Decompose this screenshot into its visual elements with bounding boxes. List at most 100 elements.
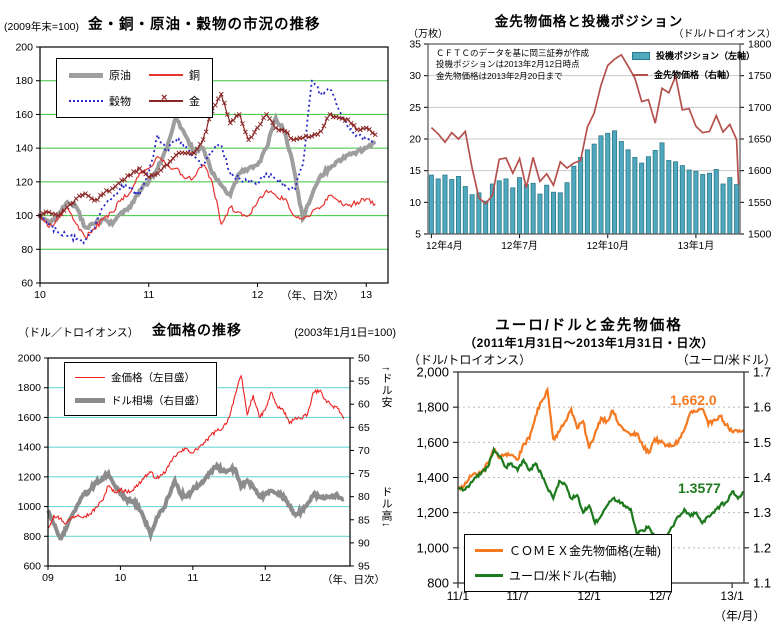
position-bar bbox=[584, 149, 590, 235]
eurogold-legend: ＣＯＭＥＸ金先物価格(左軸) ユーロ/米ドル(右軸) bbox=[464, 534, 672, 592]
right-axis-unit: （ユーロ/米ドル） bbox=[676, 353, 776, 367]
eurogold-plot-svg: 2,000 1,800 1,600 1,400 1,200 1,000 800 1.7 1.6 1… bbox=[416, 365, 771, 604]
y-axis-tick-label: 15 bbox=[409, 165, 421, 177]
plot-border bbox=[39, 46, 389, 284]
commodities-chart-panel: (2009年末=100) 金・銅・原油・穀物の市況の推移 原油 銅 穀物 金 （… bbox=[0, 0, 400, 310]
left-axis-unit: （ドル/トロイオンス） bbox=[408, 353, 532, 367]
position-bar bbox=[645, 156, 651, 235]
y-axis-tick-label: 1,000 bbox=[416, 540, 449, 555]
y-axis-tick-label: 1.7 bbox=[753, 365, 771, 380]
y-axis-tick-label: 60 bbox=[21, 278, 33, 290]
y-axis-tick-label: 1.3 bbox=[753, 505, 771, 520]
y-axis-tick-label: 50 bbox=[358, 353, 370, 365]
legend-label: 金先物価格（右軸） bbox=[654, 70, 736, 80]
y-axis-tick-label: 80 bbox=[21, 244, 33, 256]
x-axis-tick-label: 09 bbox=[42, 572, 54, 584]
gold-price-annotation: 1,662.0 bbox=[670, 392, 717, 408]
series-line-穀物 bbox=[39, 79, 376, 245]
position-bar bbox=[618, 141, 624, 235]
y-axis-tick-label: 180 bbox=[15, 75, 33, 87]
position-bar bbox=[537, 193, 543, 235]
positions-chart-panel: 金先物価格と投機ポジション （万枚） （ドル/トロイオンス） ＣＦＴＣのデータを… bbox=[400, 0, 778, 310]
y-axis-tick-label: 1.6 bbox=[753, 400, 771, 415]
legend-item-goldprice: 金価格（左目盛） bbox=[75, 370, 206, 385]
eurusd-annotation: 1.3577 bbox=[678, 480, 721, 496]
position-bar bbox=[639, 162, 645, 235]
dollar-strong-label: ドル高↓ bbox=[380, 486, 392, 529]
goldprice-plot-svg: 2000 1800 1600 1400 1200 1000 800 600 50 55 60 65 70… bbox=[18, 353, 370, 585]
goldprice-legend: 金価格（左目盛） ドル相場（右目盛） bbox=[64, 362, 217, 416]
legend-item-gold: 金 bbox=[149, 92, 200, 109]
x-axis-tick-label: 12年10月 bbox=[587, 239, 629, 252]
y-axis-tick-label: 1,800 bbox=[416, 400, 449, 415]
plot-border bbox=[47, 357, 351, 567]
y-axis-tick-label: 85 bbox=[358, 514, 370, 526]
legend-item-eurusd: ユーロ/米ドル(右軸) bbox=[475, 567, 661, 584]
y-axis-tick-label: 1800 bbox=[748, 39, 772, 51]
copper-line-swatch bbox=[149, 74, 183, 76]
position-bar bbox=[686, 169, 692, 235]
position-bar bbox=[496, 180, 502, 235]
position-bar bbox=[659, 142, 665, 235]
eurusd-line-swatch bbox=[475, 574, 503, 577]
eurogold-chart-subtitle: （2011年1月31日～2013年1月31日・日次） bbox=[464, 336, 714, 350]
y-axis-tick-label: 1600 bbox=[748, 165, 772, 177]
position-bar bbox=[632, 156, 638, 235]
y-axis-tick-label: 1650 bbox=[748, 134, 772, 146]
x-axis-tick-label: 13/1 bbox=[720, 589, 744, 603]
y-axis-tick-label: 800 bbox=[23, 531, 41, 543]
position-bar bbox=[666, 160, 672, 235]
position-bar bbox=[612, 130, 618, 235]
x-axis-caption: （年/月） bbox=[714, 609, 766, 623]
legend-label: 穀物 bbox=[109, 96, 131, 108]
y-axis-tick-label: 800 bbox=[427, 576, 449, 591]
y-axis-tick-label: 75 bbox=[358, 468, 370, 480]
legend-item-dollar: ドル相場（右目盛） bbox=[75, 393, 206, 408]
x-axis-tick-label: 11/7 bbox=[506, 589, 529, 603]
position-bar bbox=[530, 182, 536, 235]
plot-border bbox=[427, 43, 741, 235]
x-axis-tick-label: 10 bbox=[34, 289, 46, 301]
x-axis-tick-label: 11 bbox=[143, 289, 154, 301]
gold-line-swatch bbox=[149, 92, 183, 104]
position-bar bbox=[469, 194, 475, 235]
index-base-note: (2009年末=100) bbox=[4, 21, 80, 33]
y-axis-tick-label: 1800 bbox=[18, 382, 42, 394]
grain-line-swatch bbox=[69, 100, 103, 102]
y-axis-tick-label: 2,000 bbox=[416, 365, 449, 380]
position-bar bbox=[435, 178, 441, 235]
position-bar bbox=[510, 187, 516, 235]
legend-label: 金価格（左目盛） bbox=[111, 372, 195, 384]
y-axis-tick-label: 120 bbox=[15, 176, 33, 188]
y-axis-tick-label: 25 bbox=[409, 102, 421, 114]
right-axis-unit: （ドル/トロイオンス） bbox=[673, 29, 776, 40]
y-axis-tick-label: 1,200 bbox=[416, 505, 449, 520]
goldprice-chart-title: 金価格の推移 bbox=[152, 322, 242, 338]
dollar-line bbox=[46, 461, 345, 543]
y-axis-tick-label: 70 bbox=[358, 445, 370, 457]
left-axis-unit: （万枚） bbox=[408, 29, 448, 40]
position-bar bbox=[605, 132, 611, 235]
position-bar bbox=[557, 192, 563, 235]
position-bar bbox=[673, 161, 679, 235]
position-bar bbox=[727, 177, 733, 235]
position-bar bbox=[706, 172, 712, 235]
y-axis-tick-label: 600 bbox=[23, 561, 41, 573]
positions-plot-svg: 35 30 25 20 15 10 5 1800 1750 1700 1650 1600 1550 150… bbox=[409, 39, 772, 253]
legend-label: 銅 bbox=[189, 70, 200, 82]
gold-price-line bbox=[47, 374, 345, 529]
position-bar bbox=[517, 177, 523, 235]
gold-futures-line-swatch bbox=[632, 73, 648, 76]
position-bar-swatch bbox=[632, 51, 650, 60]
x-axis-tick-label: 12 bbox=[252, 289, 264, 301]
x-axis-tick-label: 11/1 bbox=[447, 589, 470, 603]
y-axis-tick-label: 1000 bbox=[18, 501, 42, 513]
legend-label: 投機ポジション（左軸） bbox=[656, 51, 756, 61]
position-bar bbox=[625, 149, 631, 235]
goldprice-chart-panel: （ドル／トロイオンス） 金価格の推移 (2003年1月1日=100) 金価格（左… bbox=[0, 310, 400, 631]
y-axis-tick-label: 90 bbox=[358, 537, 370, 549]
position-bar bbox=[483, 200, 489, 235]
y-axis-tick-label: 100 bbox=[15, 210, 33, 222]
legend-item-comex: ＣＯＭＥＸ金先物価格(左軸) bbox=[475, 542, 661, 559]
